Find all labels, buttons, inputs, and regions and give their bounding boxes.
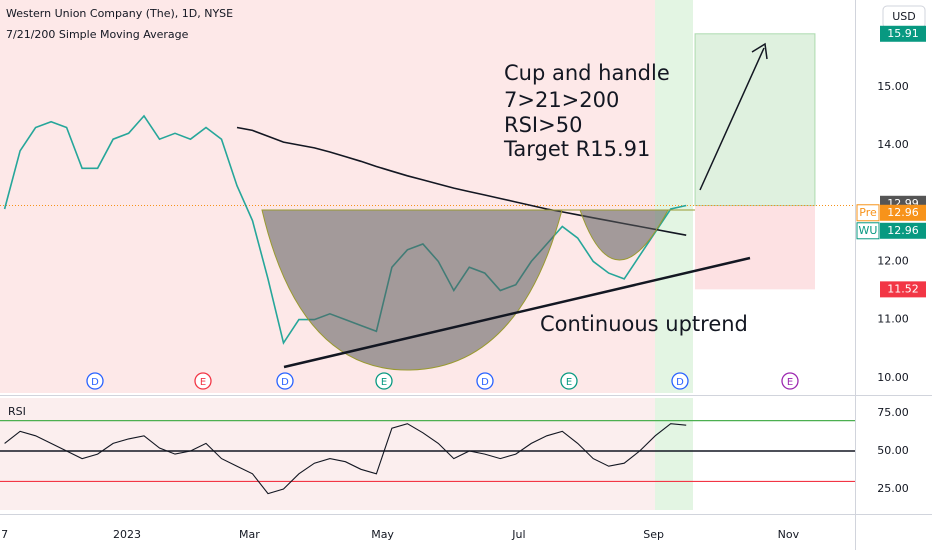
price-tag xyxy=(880,25,926,42)
x-tick-label: Sep xyxy=(643,528,664,541)
price-tag-label-bg xyxy=(856,204,880,222)
x-tick-label: Jul xyxy=(511,528,525,541)
arrow-head xyxy=(751,42,768,60)
series-line xyxy=(4,423,687,495)
cup-shape xyxy=(261,209,695,371)
y-tick-label: 11.00 xyxy=(877,313,909,326)
price-tag xyxy=(880,222,926,239)
x-tick-label: 7 xyxy=(1,528,8,541)
event-marker[interactable] xyxy=(560,372,578,390)
annotation: Continuous uptrend xyxy=(540,312,748,336)
event-marker[interactable] xyxy=(276,372,294,390)
x-tick-label: Mar xyxy=(239,528,260,541)
stop-zone xyxy=(695,205,815,290)
event-label: E xyxy=(200,377,206,388)
y-tick-label: 25.00 xyxy=(877,482,909,495)
trendline xyxy=(283,256,751,369)
price-tag-label: Pre xyxy=(859,206,877,219)
event-label: E xyxy=(381,377,387,388)
price-tag-value: 12.96 xyxy=(887,224,919,237)
x-tick-label: 2023 xyxy=(113,528,141,541)
y-tick-label: 50.00 xyxy=(877,444,909,457)
event-label: E xyxy=(787,377,793,388)
event-label: D xyxy=(676,377,684,388)
y-tick-label: 12.00 xyxy=(877,254,909,267)
price-tag-label: WU xyxy=(859,224,878,237)
target-arrow xyxy=(699,47,765,191)
event-marker[interactable] xyxy=(375,372,393,390)
price-tag-value: 12.96 xyxy=(887,206,919,219)
x-tick-label: May xyxy=(371,528,394,541)
rsi-title: RSI xyxy=(8,405,26,418)
annotation: 7>21>200 xyxy=(504,88,619,112)
currency[interactable]: USD xyxy=(892,10,916,23)
y-tick-label: 75.00 xyxy=(877,406,909,419)
chart-title: Western Union Company (The), 1D, NYSE xyxy=(6,7,233,20)
event-marker[interactable] xyxy=(781,372,799,390)
rsi-bullish-background xyxy=(655,398,693,510)
price-pane xyxy=(0,33,855,345)
annotation: Target R15.91 xyxy=(503,137,650,161)
event-marker[interactable] xyxy=(86,372,104,390)
event-marker[interactable] xyxy=(476,372,494,390)
x-tick-label: Nov xyxy=(778,528,800,541)
annotation: RSI>50 xyxy=(504,113,582,137)
y-tick-label: 10.00 xyxy=(877,371,909,384)
y-tick-label: 15.00 xyxy=(877,80,909,93)
event-marker[interactable] xyxy=(194,372,212,390)
event-label: D xyxy=(481,377,489,388)
event-marker[interactable] xyxy=(671,372,689,390)
price-tag-value: 11.52 xyxy=(887,282,919,295)
target-zone xyxy=(694,33,816,207)
event-label: E xyxy=(566,377,572,388)
bullish-background xyxy=(655,0,693,393)
price-tag xyxy=(880,204,926,221)
price-tag-value: 15.91 xyxy=(887,27,919,40)
price-tag-label-bg xyxy=(856,222,880,240)
annotation: Cup and handle xyxy=(504,61,670,85)
price-tag xyxy=(880,281,926,298)
event-label: D xyxy=(281,377,289,388)
indicator-title: 7/21/200 Simple Moving Average xyxy=(6,28,189,41)
event-label: D xyxy=(91,377,99,388)
y-tick-label: 14.00 xyxy=(877,138,909,151)
rsi-background xyxy=(0,398,655,510)
